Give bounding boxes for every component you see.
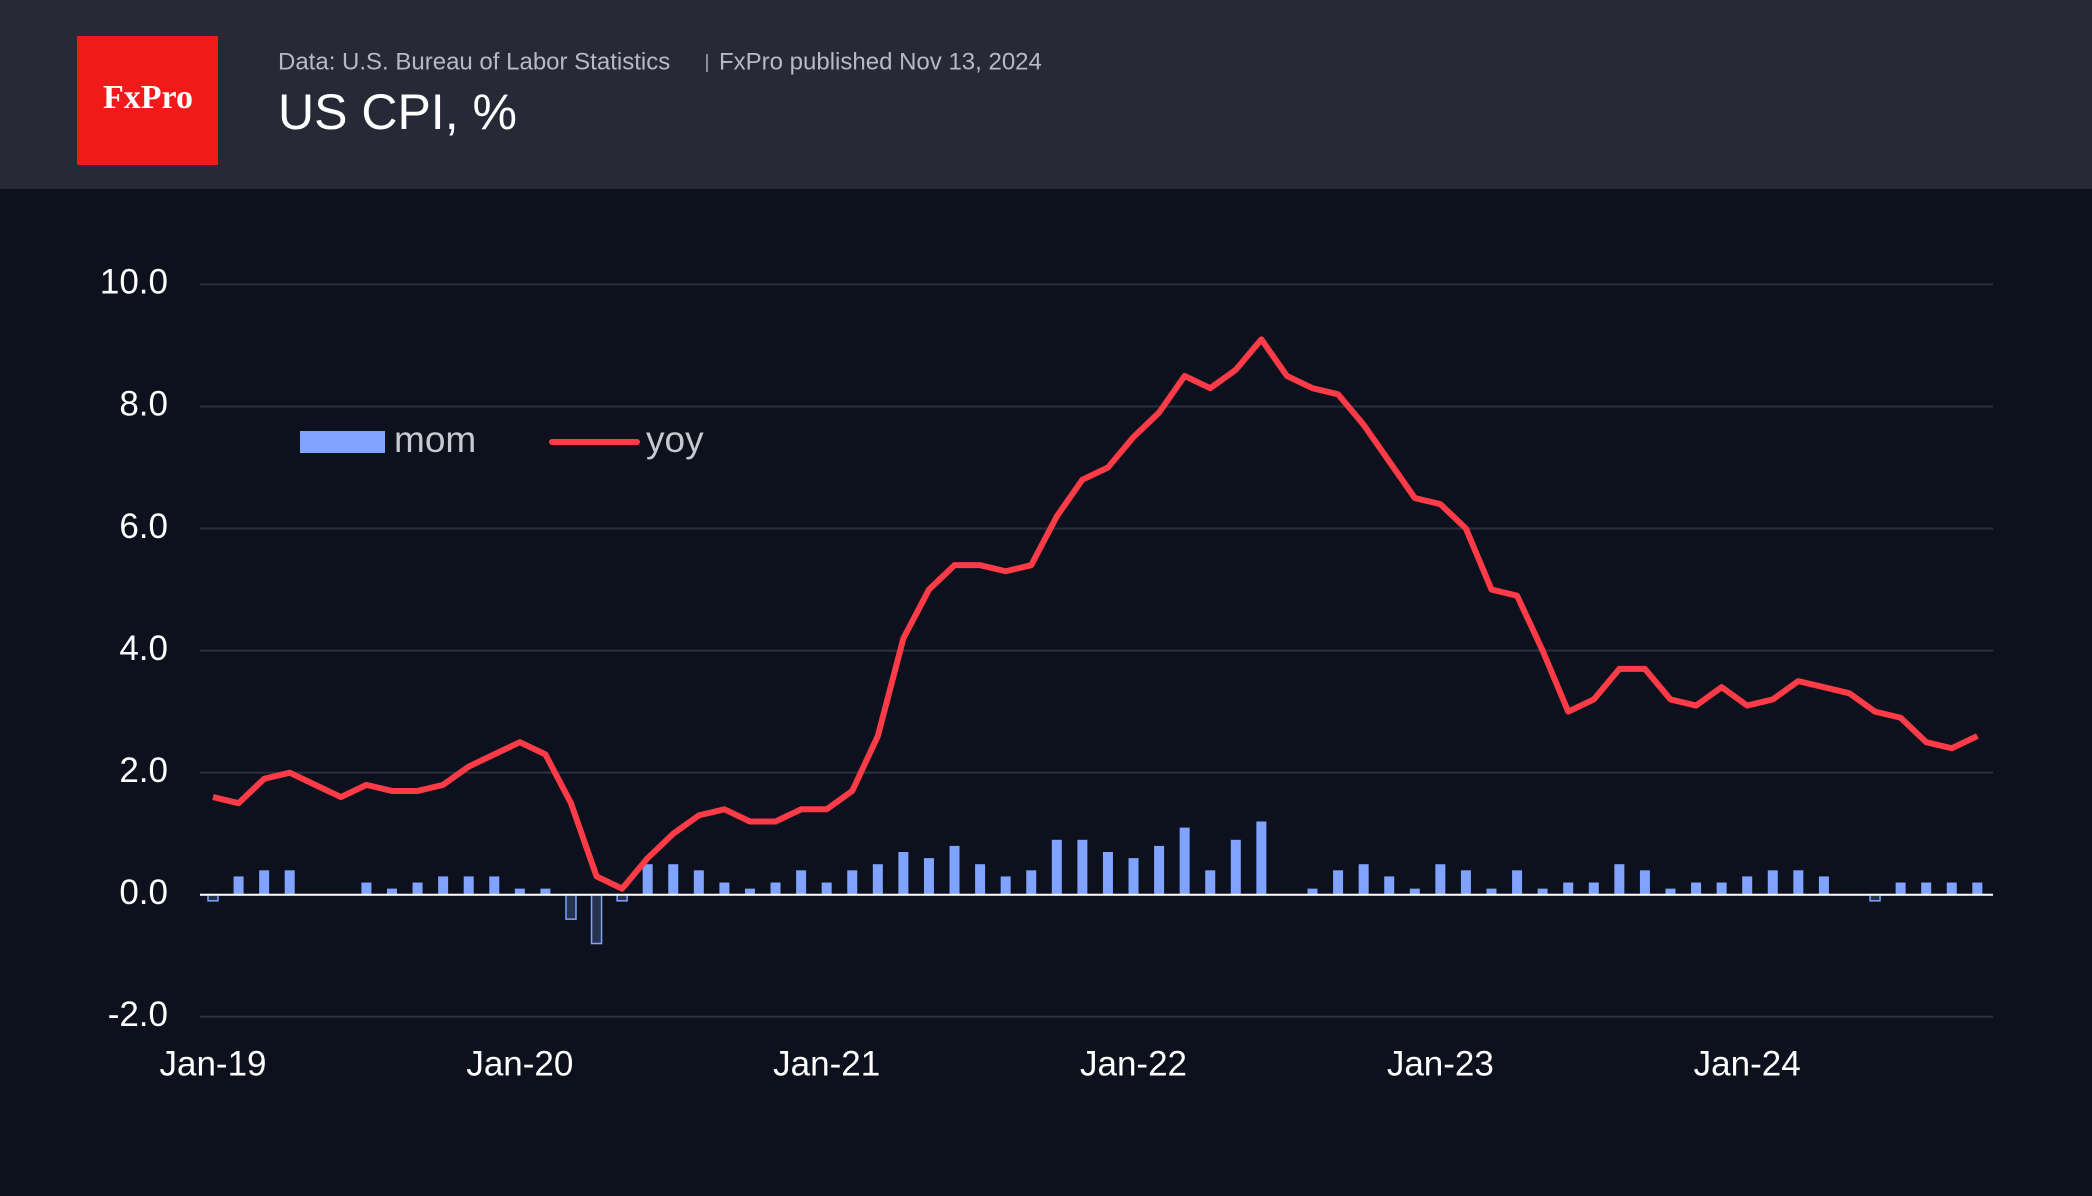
bar <box>590 893 603 945</box>
bar <box>565 893 577 920</box>
bar <box>1435 864 1446 895</box>
bar <box>744 888 755 895</box>
logo: FxPro <box>103 79 193 116</box>
y-tick-label: 2.0 <box>119 751 168 790</box>
bar <box>1946 882 1957 895</box>
bar <box>1205 870 1216 895</box>
y-tick-label: 0.0 <box>119 873 168 912</box>
header-bar <box>0 0 2092 189</box>
bar <box>923 858 934 895</box>
bar <box>1000 876 1011 895</box>
bar <box>463 876 474 895</box>
legend-swatch <box>300 431 385 453</box>
bar <box>361 882 372 895</box>
bar <box>1716 882 1727 895</box>
bar <box>1460 870 1471 895</box>
legend-label: yoy <box>646 419 704 460</box>
bar <box>1639 870 1650 895</box>
bar <box>259 870 270 895</box>
x-tick-label: Jan-19 <box>159 1044 266 1083</box>
bar <box>1588 882 1599 895</box>
bar <box>1921 882 1932 895</box>
bar <box>1051 839 1062 895</box>
bar <box>1818 876 1829 895</box>
bar <box>1154 845 1165 895</box>
x-tick-label: Jan-20 <box>466 1044 573 1083</box>
bar <box>1409 888 1420 895</box>
bar <box>412 882 423 895</box>
x-tick-label: Jan-22 <box>1080 1044 1187 1083</box>
bar <box>284 870 295 895</box>
logo-box <box>77 36 218 165</box>
bar <box>1972 882 1983 895</box>
bar <box>1358 864 1369 895</box>
x-tick-label: Jan-21 <box>773 1044 880 1083</box>
bar <box>1179 827 1190 895</box>
bar <box>1256 821 1267 895</box>
bar <box>1077 839 1088 895</box>
bar <box>489 876 500 895</box>
bar <box>514 888 525 895</box>
bar <box>1512 870 1523 895</box>
published: FxPro published Nov 13, 2024 <box>719 48 1042 75</box>
bar <box>1486 888 1497 895</box>
bar <box>1614 864 1625 895</box>
bar <box>770 882 781 895</box>
bar <box>872 864 883 895</box>
bar <box>719 882 730 895</box>
bar <box>1563 882 1574 895</box>
bar <box>233 876 244 895</box>
y-tick-label: 8.0 <box>119 385 168 424</box>
bar <box>642 864 653 895</box>
bar <box>1742 876 1753 895</box>
bar <box>1793 870 1804 895</box>
bar <box>1665 888 1676 895</box>
bar <box>1230 839 1241 895</box>
bar <box>1384 876 1395 895</box>
bar <box>1333 870 1344 895</box>
chart-title: US CPI, % <box>278 84 517 140</box>
source: Data: U.S. Bureau of Labor Statistics <box>278 48 670 75</box>
y-tick-label: 6.0 <box>119 507 168 546</box>
bar <box>386 888 397 895</box>
x-tick-label: Jan-23 <box>1387 1044 1494 1083</box>
legend-label: mom <box>394 419 476 460</box>
bar <box>1895 882 1906 895</box>
bar <box>898 852 909 895</box>
bar <box>438 876 449 895</box>
y-tick-label: -2.0 <box>108 995 168 1034</box>
bar <box>540 888 551 895</box>
bar <box>821 882 832 895</box>
bar <box>1128 858 1139 895</box>
bar <box>949 845 960 895</box>
bar <box>1026 870 1037 895</box>
y-tick-label: 10.0 <box>100 263 168 302</box>
bar <box>1102 852 1113 895</box>
bar <box>847 870 858 895</box>
bar <box>796 870 807 895</box>
bar <box>693 870 704 895</box>
line <box>212 336 1979 892</box>
y-tick-label: 4.0 <box>119 629 168 668</box>
bar <box>1767 870 1778 895</box>
x-tick-label: Jan-24 <box>1694 1044 1801 1083</box>
bar <box>668 864 679 895</box>
bar <box>1691 882 1702 895</box>
bar <box>975 864 986 895</box>
bar <box>1537 888 1548 895</box>
bar <box>1307 888 1318 895</box>
